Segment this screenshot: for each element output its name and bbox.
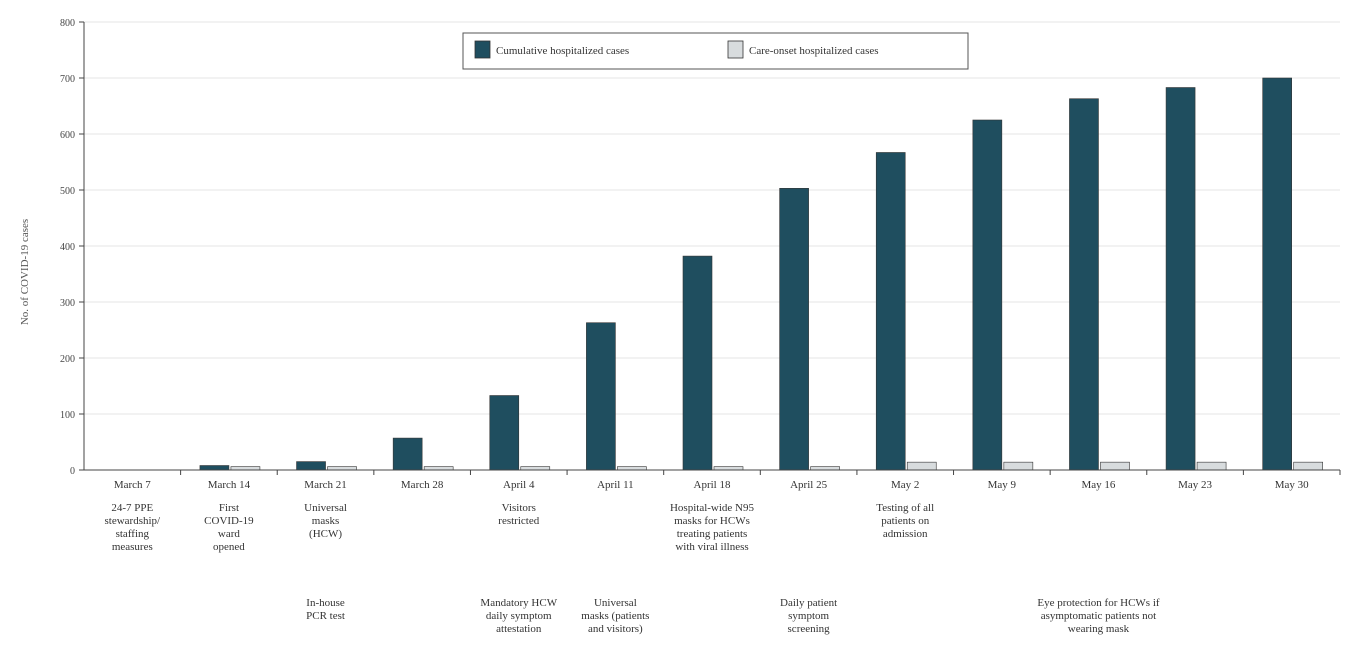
bar-care-onset	[230, 466, 261, 471]
bar-care-onset	[810, 466, 840, 471]
x-tick-label: May 30	[1275, 479, 1309, 491]
bar-care-onset	[713, 466, 744, 471]
x-tick-label: March 21	[304, 479, 346, 491]
bar-cumulative	[1262, 77, 1292, 471]
legend-swatch-cumulative	[474, 40, 491, 59]
x-axis: March 7 March 14 March 21 March 28 April 4 Ap…	[84, 469, 1341, 491]
annotation: Visitors restricted	[498, 502, 540, 527]
legend-swatch-care-onset	[727, 40, 744, 59]
annotation: Eye protection for HCWs if asymptomatic …	[1037, 597, 1160, 635]
x-tick-label: April 11	[597, 479, 634, 491]
bar-cumulative	[972, 119, 1003, 471]
annotation: First COVID-19 ward opened	[204, 502, 254, 553]
y-tick-label: 800	[60, 18, 75, 29]
legend-box	[462, 32, 969, 70]
bar-cumulative	[682, 255, 713, 471]
bar-cumulative	[875, 152, 906, 471]
y-tick-label: 300	[60, 298, 75, 309]
legend: Cumulative hospitalized cases Care-onset…	[462, 32, 969, 70]
annotation: In-house PCR test	[306, 597, 345, 622]
annotation: Testing of all patients on admission	[876, 502, 935, 540]
x-tick-label: March 28	[401, 479, 444, 491]
bar-care-onset	[1100, 461, 1130, 471]
x-tick-label: May 2	[891, 479, 919, 491]
bar-cumulative	[779, 188, 809, 471]
y-tick-label: 100	[60, 410, 75, 421]
y-axis-label: No. of COVID-19 cases	[19, 219, 31, 325]
x-tick-label: March 14	[208, 479, 251, 491]
annotation: Universal masks (HCW)	[304, 502, 347, 540]
bar-care-onset	[327, 466, 357, 471]
annotation: Hospital-wide N95 masks for HCWs treatin…	[669, 502, 754, 553]
y-tick-label: 400	[60, 242, 75, 253]
y-tick-label: 700	[60, 74, 75, 85]
x-tick-label: April 4	[503, 479, 535, 491]
bar-care-onset	[906, 461, 937, 471]
legend-label-cumulative: Cumulative hospitalized cases	[496, 45, 629, 57]
annotation: Universal masks (patients and visitors)	[581, 597, 650, 635]
bar-care-onset	[1003, 461, 1034, 471]
x-tick-label: May 16	[1082, 479, 1116, 491]
bar-cumulative	[489, 395, 520, 471]
legend-label-care-onset: Care-onset hospitalized cases	[749, 45, 879, 57]
x-tick-label: May 23	[1178, 479, 1212, 491]
bar-care-onset	[520, 466, 551, 471]
annotation: Daily patient symptom screening	[780, 597, 838, 635]
x-tick-label: April 25	[790, 479, 827, 491]
y-tick-label: 600	[60, 130, 75, 141]
bar-care-onset	[1293, 461, 1323, 471]
annotation: Mandatory HCW daily symptom attestation	[480, 597, 558, 635]
bar-care-onset	[423, 466, 454, 471]
bar-cumulative	[586, 322, 616, 471]
bar-care-onset	[1196, 461, 1227, 471]
x-tick-label: April 18	[694, 479, 731, 491]
y-tick-label: 500	[60, 186, 75, 197]
y-axis: 0 100 200 300 400 500 600 700 800	[60, 18, 85, 477]
y-tick-label: 200	[60, 354, 75, 365]
y-tick-label: 0	[70, 466, 75, 477]
x-tick-label: March 7	[114, 479, 151, 491]
x-tick-label: May 9	[988, 479, 1017, 491]
bar-cumulative	[1165, 87, 1196, 471]
bars	[199, 77, 1323, 471]
bar-cumulative	[296, 461, 326, 471]
bar-cumulative	[199, 465, 230, 471]
bar-cumulative	[1069, 98, 1099, 471]
bar-cumulative	[392, 437, 423, 471]
bar-care-onset	[617, 466, 647, 471]
annotation: 24-7 PPE stewardship/ staffing measures	[104, 502, 161, 553]
